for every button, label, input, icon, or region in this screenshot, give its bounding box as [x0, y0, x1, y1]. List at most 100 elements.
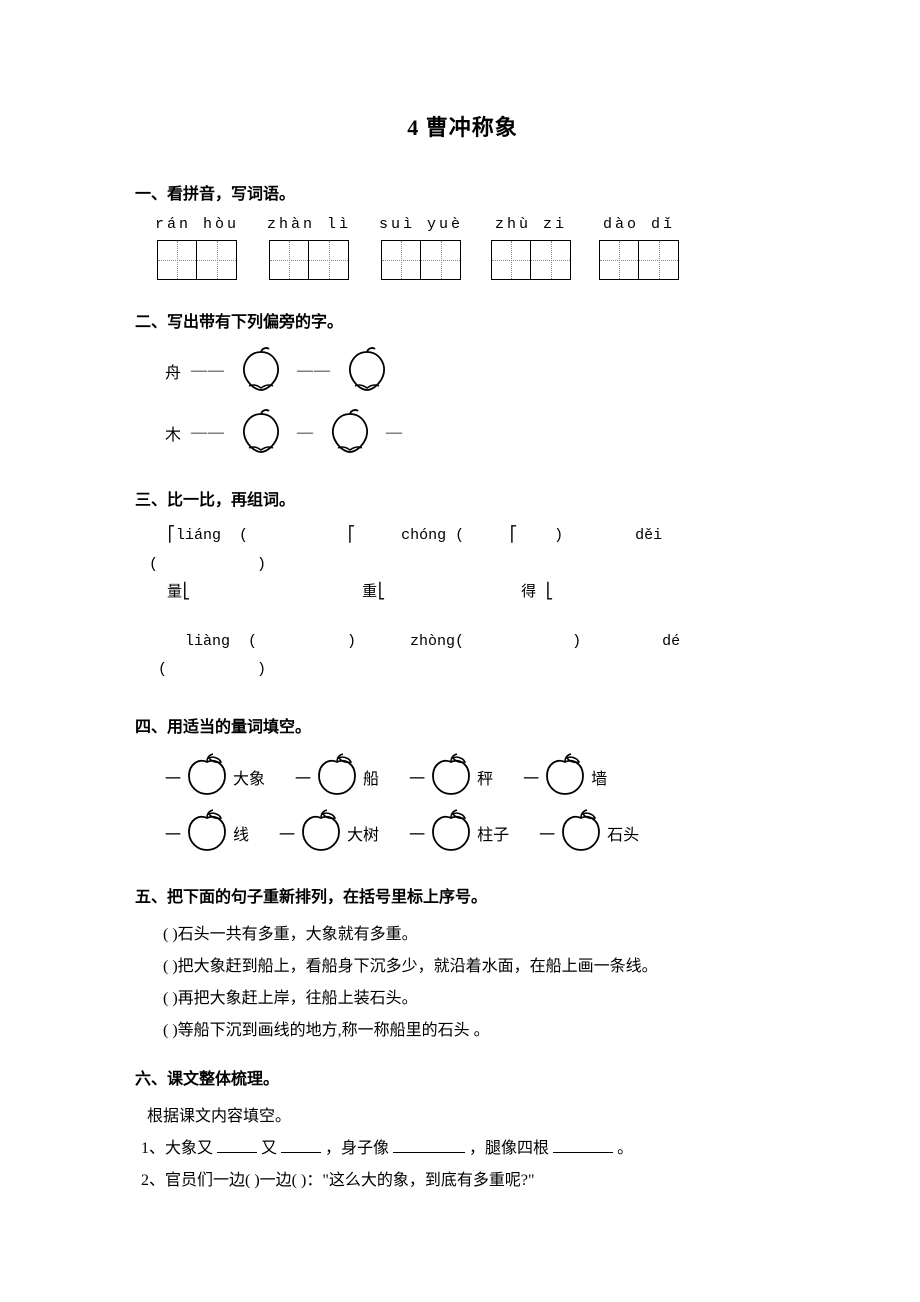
- s3-line: liàng ( ) zhòng( ) dé: [140, 628, 790, 657]
- section-4: 四、用适当的量词填空。 一 大象 一 船 一 秤: [135, 713, 790, 861]
- measure-word: 大象: [233, 765, 265, 789]
- measure-item: 一 石头: [539, 808, 639, 857]
- measure-item: 一 墙: [523, 752, 607, 801]
- section-2-heading: 二、写出带有下列偏旁的字。: [135, 308, 790, 332]
- q1-text: 1、大象又: [141, 1140, 213, 1157]
- reorder-item: ( )把大象赶到船上，看船身下沉多少，就沿着水面，在船上画一条线。: [163, 951, 790, 983]
- measure-item: 一 柱子: [409, 808, 509, 857]
- sentence-text: 把大象赶到船上，看船身下沉多少，就沿着水面，在船上画一条线。: [178, 958, 658, 975]
- apple-icon: [427, 752, 475, 801]
- radical-char: 木: [165, 421, 181, 445]
- section-3: 三、比一比，再组词。 ⎡liáng ( ⎡ chóng ( ⎡ ) děi ( …: [135, 486, 790, 685]
- apple-icon: [427, 808, 475, 857]
- reorder-item: ( )等船下沉到画线的地方,称一称船里的石头 。: [163, 1015, 790, 1047]
- q1-text: 。: [617, 1140, 633, 1157]
- char-boxes: [381, 240, 461, 280]
- char-box: [531, 240, 571, 280]
- fill-blank: [553, 1136, 613, 1153]
- measure-word: 柱子: [477, 821, 509, 845]
- s3-line: 量⎣ 重⎣ 得 ⎣: [140, 579, 790, 608]
- reorder-item: ( )石头一共有多重，大象就有多重。: [163, 919, 790, 951]
- char-box: [309, 240, 349, 280]
- sentence-text: 再把大象赶上岸，往船上装石头。: [178, 990, 418, 1007]
- radical-row: 木 —— — —: [165, 406, 790, 460]
- prefix-one: 一: [165, 765, 181, 789]
- apple-icon: [557, 808, 605, 857]
- prefix-one: 一: [409, 821, 425, 845]
- dash: ——: [191, 424, 225, 442]
- char-boxes: [157, 240, 237, 280]
- char-boxes: [269, 240, 349, 280]
- peach-icon: [324, 408, 376, 459]
- fill-blank: [393, 1136, 465, 1153]
- char-box: [157, 240, 197, 280]
- char-box: [269, 240, 309, 280]
- pinyin-row: rán hòu zhàn lì suì yuè: [155, 216, 790, 280]
- q2-line: 2、官员们一边( )一边( )："这么大的象，到底有多重呢?": [141, 1165, 790, 1197]
- section-6: 六、课文整体梳理。 根据课文内容填空。 1、大象又 又 ，身子像 ，腿像四根 。…: [135, 1065, 790, 1197]
- section-1-heading: 一、看拼音，写词语。: [135, 180, 790, 204]
- pinyin-word: dào dǐ: [599, 216, 679, 280]
- char-box: [421, 240, 461, 280]
- measure-item: 一 船: [295, 752, 379, 801]
- fill-blank: [281, 1136, 321, 1153]
- pinyin-word: zhàn lì: [267, 216, 351, 280]
- q1-text: ，身子像: [325, 1140, 389, 1157]
- pinyin-word: zhù zi: [491, 216, 571, 280]
- section-6-heading: 六、课文整体梳理。: [135, 1065, 790, 1089]
- pinyin-label: zhù zi: [495, 216, 567, 234]
- apple-icon: [183, 752, 231, 801]
- pinyin-label: zhàn lì: [267, 216, 351, 234]
- paren-blank: ( ): [163, 990, 178, 1007]
- peach-icon: [235, 408, 287, 459]
- sentence-text: 等船下沉到画线的地方,称一称船里的石头 。: [178, 1022, 490, 1039]
- section-2: 二、写出带有下列偏旁的字。 舟 —— —— 木 —— — —: [135, 308, 790, 460]
- apple-icon: [313, 752, 361, 801]
- prefix-one: 一: [539, 821, 555, 845]
- measure-word: 墙: [591, 765, 607, 789]
- paren-blank: ( ): [163, 926, 178, 943]
- dash: —: [386, 424, 403, 442]
- char-box: [381, 240, 421, 280]
- peach-icon: [235, 346, 287, 397]
- peach-icon: [341, 346, 393, 397]
- section-6-intro: 根据课文内容填空。: [147, 1101, 790, 1133]
- measure-word: 石头: [607, 821, 639, 845]
- section-4-heading: 四、用适当的量词填空。: [135, 713, 790, 737]
- fill-blank: [217, 1136, 257, 1153]
- prefix-one: 一: [295, 765, 311, 789]
- measure-item: 一 秤: [409, 752, 493, 801]
- dash: ——: [297, 362, 331, 380]
- apple-icon: [541, 752, 589, 801]
- measure-item: 一 大树: [279, 808, 379, 857]
- page-title: 4 曹冲称象: [135, 110, 790, 142]
- pinyin-label: suì yuè: [379, 216, 463, 234]
- char-box: [599, 240, 639, 280]
- paren-blank: ( ): [163, 958, 178, 975]
- prefix-one: 一: [279, 821, 295, 845]
- dash: —: [297, 424, 314, 442]
- measure-rows: 一 大象 一 船 一 秤 一 墙: [165, 749, 790, 861]
- radical-row: 舟 —— ——: [165, 344, 790, 398]
- s3-line: ⎡liáng ( ⎡ chóng ( ⎡ ) děi: [140, 522, 790, 551]
- radical-char: 舟: [165, 359, 181, 383]
- section-5-heading: 五、把下面的句子重新排列，在括号里标上序号。: [135, 883, 790, 907]
- char-boxes: [599, 240, 679, 280]
- measure-word: 线: [233, 821, 249, 845]
- section-5: 五、把下面的句子重新排列，在括号里标上序号。 ( )石头一共有多重，大象就有多重…: [135, 883, 790, 1047]
- prefix-one: 一: [523, 765, 539, 789]
- measure-word: 船: [363, 765, 379, 789]
- worksheet-page: 4 曹冲称象 一、看拼音，写词语。 rán hòu zhàn lì suì yu…: [0, 0, 920, 1302]
- s3-line: ( ): [140, 551, 790, 580]
- char-box: [491, 240, 531, 280]
- apple-icon: [297, 808, 345, 857]
- section-1: 一、看拼音，写词语。 rán hòu zhàn lì suì yuè: [135, 180, 790, 280]
- q1-line: 1、大象又 又 ，身子像 ，腿像四根 。: [141, 1133, 790, 1165]
- char-box: [197, 240, 237, 280]
- measure-row: 一 大象 一 船 一 秤 一 墙: [165, 749, 790, 805]
- measure-word: 大树: [347, 821, 379, 845]
- section-6-body: 根据课文内容填空。 1、大象又 又 ，身子像 ，腿像四根 。 2、官员们一边( …: [141, 1101, 790, 1197]
- dash: ——: [191, 362, 225, 380]
- measure-row: 一 线 一 大树 一 柱子 一 石头: [165, 805, 790, 861]
- pinyin-word: suì yuè: [379, 216, 463, 280]
